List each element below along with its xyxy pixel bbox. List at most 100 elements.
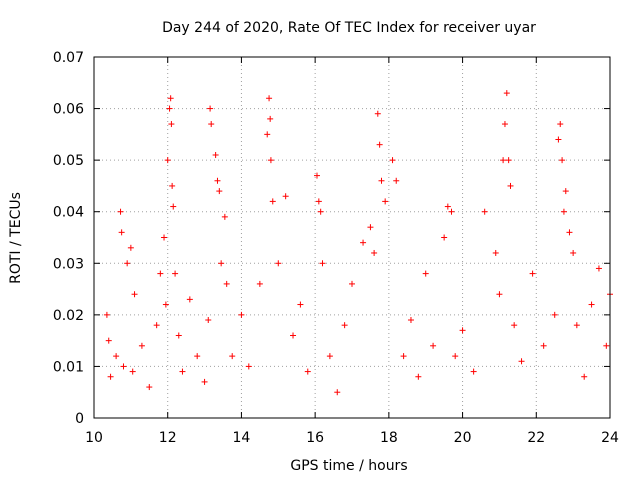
data-point (221, 213, 228, 220)
data-point (205, 317, 212, 324)
data-point (264, 131, 271, 138)
plot-frame (93, 56, 611, 419)
data-point (129, 368, 136, 375)
data-point (162, 301, 169, 308)
x-tick-label: 22 (527, 430, 545, 446)
y-axis-label: ROTI / TECUs (8, 192, 24, 284)
data-point (555, 136, 562, 143)
data-points (103, 90, 613, 396)
data-point (557, 121, 564, 128)
data-point (167, 95, 174, 102)
data-point (146, 384, 153, 391)
data-point (229, 353, 236, 360)
data-point (266, 95, 273, 102)
data-point (595, 265, 602, 272)
data-point (317, 208, 324, 215)
y-tick-label: 0.04 (53, 205, 84, 221)
data-point (378, 177, 385, 184)
data-point (170, 203, 177, 210)
data-point (179, 368, 186, 375)
y-tick-label: 0.02 (53, 308, 84, 324)
x-tick-label: 18 (380, 430, 398, 446)
data-point (382, 198, 389, 205)
data-point (448, 208, 455, 215)
data-point (441, 234, 448, 241)
y-tick-label: 0.01 (53, 359, 84, 375)
data-point (275, 260, 282, 267)
data-point (313, 172, 320, 179)
data-point (201, 378, 208, 385)
data-point (315, 198, 322, 205)
data-point (218, 260, 225, 267)
data-point (208, 121, 215, 128)
data-point (562, 188, 569, 195)
data-point (570, 249, 577, 256)
data-point (560, 208, 567, 215)
data-point (415, 373, 422, 380)
data-point (507, 182, 514, 189)
data-point (157, 270, 164, 277)
data-point (117, 208, 124, 215)
data-point (492, 249, 499, 256)
data-point (290, 332, 297, 339)
data-point (334, 389, 341, 396)
data-point (124, 260, 131, 267)
data-point (511, 322, 518, 329)
data-point (470, 368, 477, 375)
data-point (481, 208, 488, 215)
y-tick-label: 0.07 (53, 50, 84, 66)
data-point (529, 270, 536, 277)
data-point (500, 157, 507, 164)
data-point (113, 353, 120, 360)
data-point (297, 301, 304, 308)
data-point (422, 270, 429, 277)
data-point (214, 177, 221, 184)
axis-ticks (93, 56, 611, 419)
data-point (256, 280, 263, 287)
data-point (518, 358, 525, 365)
data-point (118, 229, 125, 236)
data-point (161, 234, 168, 241)
data-point (573, 322, 580, 329)
data-point (207, 105, 214, 112)
data-point (267, 115, 274, 122)
data-point (245, 363, 252, 370)
x-tick-label: 14 (233, 430, 251, 446)
data-point (194, 353, 201, 360)
data-point (326, 353, 333, 360)
data-point (341, 322, 348, 329)
y-tick-label: 0 (75, 411, 84, 427)
data-point (503, 90, 510, 97)
data-point (138, 342, 145, 349)
data-point (267, 157, 274, 164)
data-point (444, 203, 451, 210)
data-point (367, 224, 374, 231)
data-point (169, 182, 176, 189)
data-point (430, 342, 437, 349)
data-point (120, 363, 127, 370)
data-point (107, 373, 114, 380)
data-point (103, 311, 110, 318)
data-point (319, 260, 326, 267)
data-point (269, 198, 276, 205)
data-point (496, 291, 503, 298)
x-axis-label: GPS time / hours (290, 458, 407, 474)
data-point (371, 249, 378, 256)
data-point (223, 280, 230, 287)
data-point (588, 301, 595, 308)
data-point (505, 157, 512, 164)
data-point (551, 311, 558, 318)
data-point (452, 353, 459, 360)
data-point (400, 353, 407, 360)
data-point (376, 141, 383, 148)
x-tick-label: 16 (306, 430, 324, 446)
x-tick-label: 10 (85, 430, 103, 446)
data-point (186, 296, 193, 303)
tick-labels: 10 12 14 16 18 20 22 24 0 0.01 0.02 0.03 0.04 0.05 0.0… (53, 50, 619, 446)
data-point (105, 337, 112, 344)
data-point (374, 110, 381, 117)
data-point (393, 177, 400, 184)
data-point (172, 270, 179, 277)
